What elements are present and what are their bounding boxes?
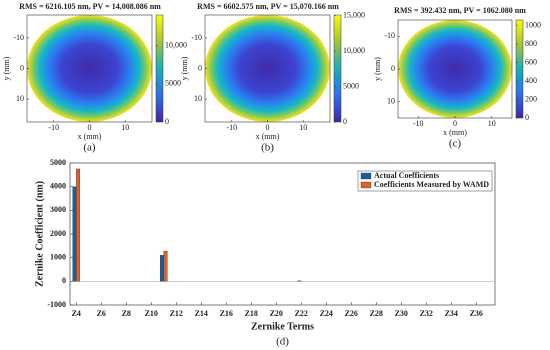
wavefront-map [398, 20, 512, 118]
colorbar [515, 19, 524, 119]
legend-box [357, 170, 493, 192]
x-tick-label: Z8 [122, 309, 131, 318]
x-axis-label: x (mm) [443, 128, 467, 137]
y-tick-label: 0 [198, 63, 202, 72]
colorbar [333, 14, 342, 123]
wavefront-map [205, 15, 330, 122]
y-tick-label: 10 [387, 96, 395, 105]
x-tick-label: Z24 [320, 309, 333, 318]
x-axis-label: x (mm) [78, 132, 102, 141]
colorbar-tick-label: 10,000 [165, 40, 187, 49]
panel-caption: (b) [261, 142, 274, 154]
y-tick-label: 2000 [50, 229, 66, 238]
y-axis-label: y (mm) [373, 57, 382, 81]
x-tick-label: Z18 [245, 309, 258, 318]
x-tick-label: Z32 [420, 309, 433, 318]
x-tick-label: Z26 [345, 309, 358, 318]
y-tick-label: 5000 [50, 158, 66, 167]
panel-caption: (c) [449, 138, 462, 150]
y-tick-label: 3000 [50, 205, 66, 214]
x-tick-label: Z6 [97, 309, 106, 318]
y-axis-label: y (mm) [180, 56, 189, 80]
colorbar-tick-label: 800 [525, 39, 537, 48]
x-tick-label: 0 [266, 123, 270, 132]
legend-label: Actual Coefficients [374, 171, 439, 180]
x-tick-label: Z12 [170, 309, 183, 318]
panel-caption: (a) [83, 142, 96, 154]
x-tick-label: Z36 [470, 309, 483, 318]
panel-title: RMS = 6216.105 nm, PV = 14,008.086 nm [19, 2, 161, 11]
bar [163, 250, 168, 282]
colorbar-tick-label: 0 [165, 117, 169, 126]
bar [72, 186, 77, 282]
colorbar-tick-label: 5000 [165, 79, 181, 88]
y-axis-label: y (mm) [2, 56, 11, 80]
panel-title: RMS = 392.432 nm, PV = 1062.080 nm [394, 6, 526, 15]
x-axis-label: Zernike Terms [251, 321, 314, 332]
x-tick-label: -10 [413, 119, 424, 128]
colorbar-tick-label: 0 [525, 113, 529, 122]
colorbar [155, 14, 164, 123]
y-tick-label: -10 [13, 33, 24, 42]
colorbar-tick-label: 400 [525, 76, 537, 85]
y-tick-label: 0 [20, 63, 24, 72]
x-tick-label: Z10 [145, 309, 158, 318]
y-tick-label: 0 [391, 64, 395, 73]
x-tick-label: Z30 [395, 309, 408, 318]
x-tick-label: Z28 [370, 309, 383, 318]
colorbar-tick-label: 10,000 [343, 46, 365, 55]
y-tick-label: -1000 [47, 300, 66, 309]
x-tick-label: -10 [226, 123, 237, 132]
x-axis-label: x (mm) [256, 132, 280, 141]
colorbar-tick-label: 200 [525, 94, 537, 103]
y-tick-label: 1000 [50, 252, 66, 261]
panel-caption: (d) [276, 336, 289, 348]
x-tick-label: -10 [48, 123, 59, 132]
x-tick-label: Z20 [270, 309, 283, 318]
x-tick-label: 10 [488, 119, 496, 128]
x-tick-label: 10 [299, 123, 307, 132]
legend-swatch [360, 181, 372, 189]
y-tick-label: 10 [16, 94, 24, 103]
panel-title: RMS = 6602.575 nm, PV = 15,070.166 nm [197, 2, 339, 11]
colorbar-tick-label: 600 [525, 57, 537, 66]
x-tick-label: Z14 [195, 309, 208, 318]
bar [76, 168, 80, 282]
bar [159, 255, 164, 282]
y-tick-label: 4000 [50, 181, 66, 190]
y-tick-label: 0 [62, 276, 66, 285]
legend-label: Coefficients Measured by WAMD [374, 180, 489, 189]
colorbar-tick-label: 5000 [343, 81, 359, 90]
x-tick-label: Z16 [220, 309, 233, 318]
y-tick-label: -10 [191, 33, 202, 42]
y-axis-label: Zernike Coefficient (nm) [34, 181, 45, 287]
x-tick-label: 0 [453, 119, 457, 128]
colorbar-tick-label: 0 [343, 117, 347, 126]
colorbar-tick-label: 15,000 [343, 10, 365, 19]
legend-swatch [360, 172, 372, 180]
x-tick-label: 10 [121, 123, 129, 132]
x-tick-label: Z22 [295, 309, 308, 318]
y-tick-label: -10 [384, 31, 395, 40]
x-tick-label: Z34 [445, 309, 458, 318]
wavefront-map [27, 15, 152, 122]
x-tick-label: Z4 [72, 309, 81, 318]
x-tick-label: 0 [88, 123, 92, 132]
colorbar-tick-label: 1000 [525, 21, 541, 30]
y-tick-label: 10 [194, 94, 202, 103]
